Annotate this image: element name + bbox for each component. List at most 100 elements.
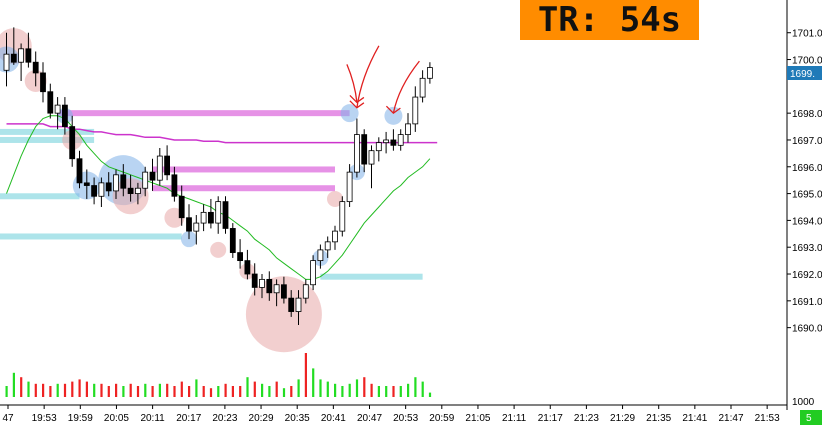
- candle: [419, 70, 426, 103]
- candle-body: [69, 126, 76, 160]
- candle-body: [193, 222, 200, 232]
- price-axis: 1701.0 1700.0 1698.0 1697.0 1696.0 1695.0 1694…: [787, 29, 822, 335]
- time-tick-label: 20:53: [393, 413, 418, 424]
- volume-bar: [20, 377, 23, 397]
- volume-layer: [5, 353, 432, 397]
- time-tick-label: 20:23: [212, 413, 237, 424]
- candle: [178, 185, 185, 226]
- volume-bar: [377, 386, 380, 397]
- candle-body: [324, 241, 331, 251]
- candle: [237, 239, 244, 269]
- candle: [251, 263, 258, 296]
- volume-bar: [319, 379, 322, 397]
- candle-body: [47, 91, 54, 114]
- time-tick-label: 20:29: [249, 413, 274, 424]
- candle: [229, 223, 236, 258]
- candle-body: [317, 249, 324, 262]
- candle: [76, 150, 83, 189]
- candle: [142, 166, 149, 197]
- support-zone: [0, 128, 95, 135]
- candle: [18, 43, 25, 81]
- volume-bar: [180, 381, 183, 397]
- candle-body: [98, 182, 105, 197]
- volume-bar: [122, 386, 125, 397]
- volume-bar: [246, 377, 249, 397]
- candle: [324, 236, 331, 258]
- candle-body: [32, 61, 39, 74]
- volume-bar: [78, 379, 81, 397]
- candle-body: [339, 201, 346, 232]
- volume-bar: [290, 386, 293, 397]
- candle-body: [237, 252, 244, 262]
- candle: [200, 204, 207, 232]
- volume-bar: [136, 386, 140, 397]
- candle-body: [346, 171, 353, 203]
- volume-bar: [334, 383, 337, 397]
- candle-body: [295, 297, 302, 312]
- candle-body: [251, 273, 258, 288]
- volume-bar: [253, 381, 256, 397]
- resistance-zone: [152, 185, 335, 192]
- candle-body: [207, 211, 214, 224]
- corner-badge-label: 5: [806, 413, 812, 424]
- candle: [186, 204, 192, 240]
- support-zone: [320, 273, 423, 280]
- resistance-zone: [57, 110, 350, 117]
- time-tick-label: 21:23: [574, 413, 599, 424]
- candle: [222, 196, 229, 234]
- candle-body: [120, 174, 127, 189]
- volume-bar: [107, 386, 110, 397]
- volume-bar: [49, 386, 52, 397]
- candle: [40, 62, 46, 103]
- candle-body: [83, 182, 90, 186]
- volume-bar: [268, 386, 271, 397]
- volume-bar: [312, 368, 315, 397]
- annotation-arrow-head: [349, 94, 365, 104]
- candle: [149, 158, 156, 191]
- candle-body: [222, 201, 229, 229]
- buy-volume-bubble: [384, 106, 403, 125]
- price-tick-label: 1692.0: [792, 270, 822, 281]
- candle: [32, 51, 39, 87]
- sell-volume-bubble: [210, 241, 227, 258]
- price-tick-label: 1697.0: [792, 136, 822, 147]
- volume-bar: [93, 383, 96, 397]
- candle-body: [215, 201, 222, 224]
- candle: [353, 118, 360, 178]
- volume-bar: [421, 381, 424, 397]
- candle: [332, 225, 338, 250]
- candle-body: [134, 187, 141, 194]
- candle-body: [426, 67, 433, 79]
- current-price-tag: [787, 66, 822, 80]
- volume-bar: [12, 372, 15, 397]
- volume-bar: [282, 388, 286, 397]
- volume-bar: [5, 386, 8, 397]
- candle: [405, 113, 411, 143]
- candle-body: [259, 278, 265, 288]
- volume-bar: [399, 386, 402, 397]
- support-zone: [0, 136, 95, 143]
- volume-bar: [231, 386, 234, 397]
- candle-body: [142, 171, 149, 189]
- candle: [383, 131, 390, 154]
- volume-bar: [158, 383, 161, 397]
- volume-bar: [370, 383, 373, 397]
- candle-body: [54, 104, 61, 114]
- volume-bar: [428, 392, 432, 397]
- candle: [288, 290, 295, 317]
- candle-body: [156, 155, 163, 181]
- time-tick-label: 21:35: [646, 413, 671, 424]
- volume-bar: [348, 383, 351, 397]
- candle: [412, 86, 419, 132]
- time-tick-label: 21:05: [465, 413, 490, 424]
- time-tick-label: 19:59: [68, 413, 93, 424]
- candle: [302, 279, 309, 304]
- candle-body: [412, 96, 419, 125]
- candle-body: [25, 48, 32, 63]
- price-tick-label: 1696.0: [792, 163, 822, 174]
- candle-body: [266, 278, 273, 294]
- annotation-arrow: [356, 45, 380, 108]
- volume-bar: [34, 383, 37, 397]
- volume-bar: [202, 386, 205, 397]
